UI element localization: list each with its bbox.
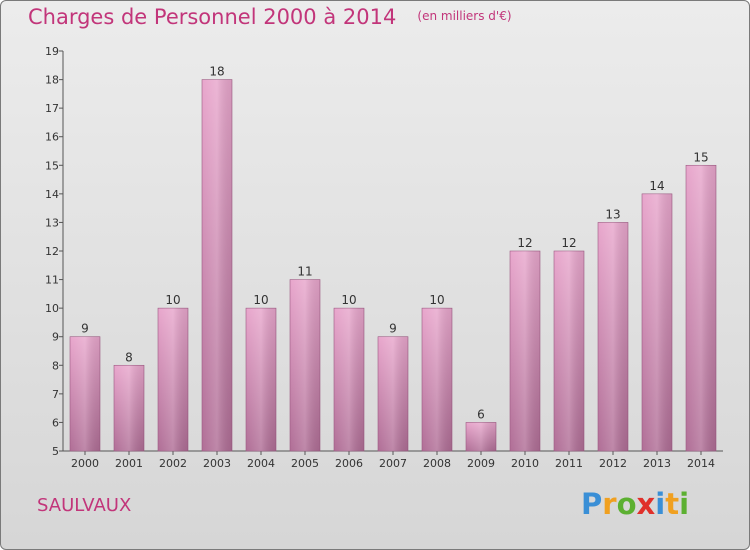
- logo-letter: i: [679, 487, 689, 521]
- bar-value-label: 10: [253, 293, 268, 307]
- logo-letter: o: [617, 487, 637, 521]
- x-tick-label: 2002: [159, 457, 187, 470]
- bar-shine: [378, 337, 408, 451]
- x-tick-label: 2003: [203, 457, 231, 470]
- commune-name: SAULVAUX: [37, 495, 131, 516]
- y-tick-label: 13: [45, 216, 59, 229]
- proxiti-logo[interactable]: Proxiti: [581, 487, 689, 521]
- bar-shine: [246, 308, 276, 451]
- x-tick-label: 2014: [687, 457, 715, 470]
- bar-value-label: 13: [605, 207, 620, 221]
- x-tick-label: 2006: [335, 457, 363, 470]
- x-tick-label: 2012: [599, 457, 627, 470]
- y-tick-label: 8: [52, 359, 59, 372]
- logo-letter: t: [665, 487, 679, 521]
- x-tick-label: 2005: [291, 457, 319, 470]
- y-tick-label: 14: [45, 188, 59, 201]
- x-tick-label: 2008: [423, 457, 451, 470]
- bars: 9 8 10 18 10 11 10 9 10 6 12 12 13 14 15: [70, 65, 716, 451]
- y-tick-label: 11: [45, 274, 59, 287]
- y-tick-label: 18: [45, 74, 59, 87]
- bar-value-label: 8: [125, 350, 133, 364]
- y-tick-label: 9: [52, 331, 59, 344]
- x-tick-label: 2001: [115, 457, 143, 470]
- bar-shine: [158, 308, 188, 451]
- y-tick-label: 5: [52, 445, 59, 458]
- bar-value-label: 10: [165, 293, 180, 307]
- y-tick-label: 16: [45, 131, 59, 144]
- logo-letter: i: [655, 487, 665, 521]
- logo-letter: r: [602, 487, 616, 521]
- bar-value-label: 12: [517, 236, 532, 250]
- y-tick-label: 15: [45, 159, 59, 172]
- bar-shine: [202, 80, 232, 451]
- y-tick-label: 10: [45, 302, 59, 315]
- bar-value-label: 12: [561, 236, 576, 250]
- bar-shine: [466, 422, 496, 451]
- y-tick-label: 19: [45, 45, 59, 58]
- bar-value-label: 10: [429, 293, 444, 307]
- x-tick-label: 2009: [467, 457, 495, 470]
- x-tick-label: 2000: [71, 457, 99, 470]
- y-tick-label: 17: [45, 102, 59, 115]
- x-tick-label: 2013: [643, 457, 671, 470]
- bar-value-label: 11: [297, 265, 312, 279]
- bar-shine: [70, 337, 100, 451]
- bar-shine: [290, 280, 320, 451]
- x-tick-label: 2007: [379, 457, 407, 470]
- y-tick-label: 7: [52, 388, 59, 401]
- bar-shine: [686, 165, 716, 451]
- bar-value-label: 15: [693, 150, 708, 164]
- x-tick-label: 2010: [511, 457, 539, 470]
- bar-shine: [334, 308, 364, 451]
- bar-shine: [642, 194, 672, 451]
- bar-shine: [422, 308, 452, 451]
- bar-value-label: 18: [209, 65, 224, 79]
- bar-value-label: 14: [649, 179, 664, 193]
- bar-shine: [598, 222, 628, 451]
- logo-letter: P: [581, 487, 602, 521]
- bar-value-label: 6: [477, 407, 485, 421]
- logo-letter: x: [637, 487, 656, 521]
- bar-shine: [510, 251, 540, 451]
- bar-shine: [114, 365, 144, 451]
- bar-value-label: 10: [341, 293, 356, 307]
- bar-value-label: 9: [389, 322, 397, 336]
- bar-shine: [554, 251, 584, 451]
- y-tick-label: 12: [45, 245, 59, 258]
- x-tick-label: 2004: [247, 457, 275, 470]
- bar-value-label: 9: [81, 322, 89, 336]
- x-tick-label: 2011: [555, 457, 583, 470]
- y-tick-label: 6: [52, 416, 59, 429]
